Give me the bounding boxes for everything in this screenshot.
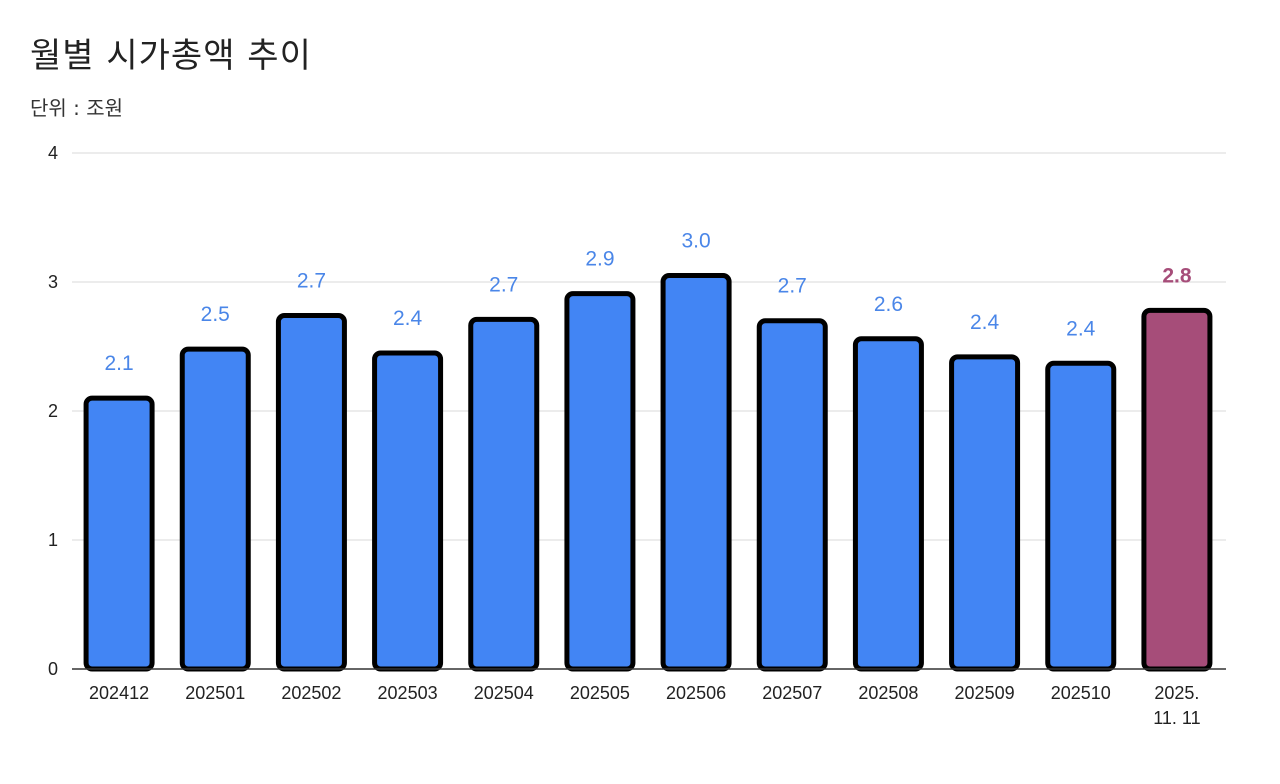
x-tick-label-11: 2025. [1154, 683, 1199, 703]
y-tick-label: 1 [48, 530, 58, 550]
y-tick-label: 3 [48, 272, 58, 292]
data-labels: 2.1 2.5 2.7 2.4 2.7 2.9 3.0 2.7 2.6 2.4 2.4 2.8 [104, 230, 1191, 376]
bar-1 [179, 346, 251, 672]
y-tick-label: 0 [48, 659, 58, 679]
data-label-2: 2.7 [297, 270, 326, 293]
data-label-11: 2.8 [1162, 264, 1192, 287]
grid-lines [72, 152, 1226, 541]
y-tick-label: 2 [48, 401, 58, 421]
data-label-5: 2.9 [585, 248, 614, 271]
data-label-6: 3.0 [681, 230, 710, 253]
x-tick-label-8: 202508 [858, 683, 918, 703]
bar-4 [468, 316, 540, 672]
x-tick-label-3: 202503 [378, 683, 438, 703]
x-tick-label-2: 202502 [281, 683, 341, 703]
chart-title: 월별 시가총액 추이 [30, 36, 312, 76]
x-tick-label-0: 202412 [89, 683, 149, 703]
x-tick-label-5: 202505 [570, 683, 630, 703]
bar-2 [275, 313, 347, 672]
data-label-8: 2.6 [874, 293, 903, 316]
data-label-10: 2.4 [1066, 317, 1096, 340]
bars [83, 273, 1213, 672]
bar-6 [660, 273, 732, 672]
data-label-7: 2.7 [778, 275, 807, 298]
bar-7 [756, 318, 828, 672]
x-tick-label-10: 202510 [1051, 683, 1111, 703]
bar-5 [564, 291, 636, 672]
x-tick-label-7: 202507 [762, 683, 822, 703]
y-tick-label: 4 [48, 143, 58, 163]
data-label-1: 2.5 [201, 303, 230, 326]
x-tick-label-6: 202506 [666, 683, 726, 703]
data-label-9: 2.4 [970, 311, 1000, 334]
bar-8 [852, 336, 924, 672]
x-tick-label-4: 202504 [474, 683, 534, 703]
chart-subtitle: 단위 : 조원 [30, 96, 124, 120]
data-label-4: 2.7 [489, 273, 518, 296]
x-axis-ticks: 202412 202501 202502 202503 202504 202505 2025… [89, 683, 1201, 728]
bar-3 [372, 350, 444, 672]
bar-9 [949, 354, 1021, 672]
bar-11 [1141, 307, 1213, 672]
x-tick-label-11: 11. 11 [1153, 708, 1200, 728]
x-tick-label-1: 202501 [185, 683, 245, 703]
data-label-0: 2.1 [104, 352, 133, 375]
bar-10 [1045, 360, 1117, 672]
x-tick-label-9: 202509 [955, 683, 1015, 703]
y-axis-ticks: 0 1 2 3 4 [48, 143, 58, 679]
data-label-3: 2.4 [393, 307, 423, 330]
bar-0 [83, 395, 155, 672]
